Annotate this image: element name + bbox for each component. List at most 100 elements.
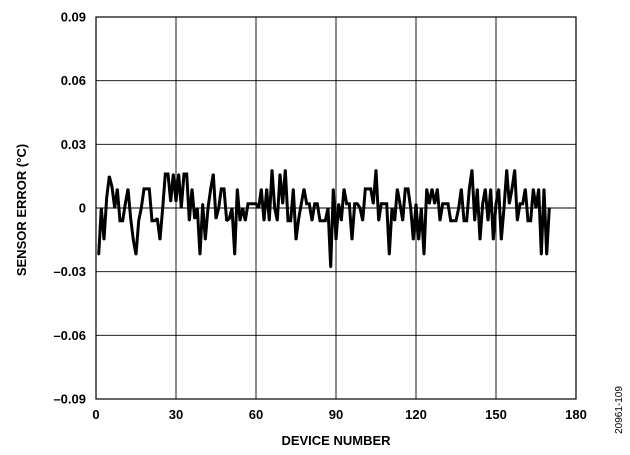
data-point [473, 219, 476, 222]
data-point [425, 188, 428, 190]
data-point [319, 219, 321, 222]
y-tick-label: –0.03 [53, 264, 86, 279]
data-point [193, 217, 196, 220]
data-point [327, 207, 329, 209]
data-point [447, 203, 449, 205]
data-point [284, 169, 287, 171]
data-point [393, 219, 396, 222]
data-point [225, 219, 228, 222]
data-point [487, 219, 489, 222]
data-point [175, 200, 177, 203]
data-point [169, 200, 172, 203]
data-point [519, 203, 521, 205]
x-tick-labels: 0 30 60 90 120 150 180 [92, 407, 586, 422]
figure-id: 20961-109 [614, 386, 625, 434]
data-point [305, 203, 308, 205]
data-point [121, 219, 124, 222]
series-line-0 [97, 169, 551, 268]
data-point [172, 173, 175, 175]
data-point [313, 203, 316, 205]
data-point [489, 188, 492, 190]
data-point [180, 207, 183, 209]
data-point [457, 207, 460, 209]
y-tick-label: –0.06 [53, 328, 86, 343]
data-point [377, 219, 380, 222]
data-point [233, 253, 236, 256]
data-point [383, 203, 385, 205]
data-point [236, 188, 239, 190]
data-point [281, 203, 284, 205]
data-point [220, 188, 223, 190]
data-point [527, 219, 529, 222]
data-point [441, 203, 444, 205]
data-point [353, 203, 356, 205]
data-point [297, 217, 300, 220]
data-point [279, 173, 281, 175]
data-point [124, 203, 127, 205]
data-point [356, 203, 359, 205]
data-point [463, 219, 465, 222]
data-point [492, 239, 495, 241]
data-point [295, 239, 297, 241]
data-point [375, 169, 377, 171]
data-point [97, 253, 100, 256]
data-point [367, 188, 369, 190]
data-point [535, 207, 537, 209]
data-point [455, 219, 457, 222]
data-point [188, 219, 191, 222]
x-tick-label: 0 [92, 407, 99, 422]
data-point [185, 173, 188, 175]
data-point [260, 188, 263, 190]
data-point [484, 188, 487, 190]
y-tick-labels: 0.09 0.06 0.03 0 –0.03 –0.06 –0.09 [53, 10, 86, 407]
data-point [524, 188, 527, 190]
data-point [143, 188, 145, 190]
data-point [348, 203, 351, 205]
data-point [113, 207, 116, 209]
data-point [289, 219, 292, 222]
data-point [100, 207, 103, 209]
data-point [433, 203, 436, 205]
data-point [127, 188, 129, 190]
y-axis-title: SENSOR ERROR (°C) [14, 144, 29, 276]
data-point [156, 217, 159, 220]
data-point [332, 188, 335, 190]
data-point [271, 169, 273, 171]
data-point [247, 203, 249, 205]
data-point [369, 188, 372, 190]
y-tick-label: 0.03 [61, 137, 86, 152]
data-point [511, 188, 513, 190]
data-point [329, 266, 332, 269]
data-point [140, 207, 143, 209]
x-tick-label: 120 [405, 407, 427, 422]
x-axis-title: DEVICE NUMBER [281, 433, 391, 448]
data-point [399, 203, 401, 205]
data-point [396, 188, 399, 190]
data-point [361, 219, 364, 222]
data-point [311, 219, 313, 222]
data-point [449, 219, 452, 222]
data-point [345, 203, 348, 205]
data-point [268, 219, 271, 222]
data-point [548, 207, 551, 209]
data-point [460, 188, 463, 190]
data-point [116, 188, 119, 190]
x-tick-label: 180 [565, 407, 587, 422]
data-point [380, 203, 383, 205]
data-point [119, 219, 121, 222]
data-point [465, 219, 468, 222]
data-point [471, 169, 473, 171]
data-point [321, 219, 324, 222]
data-point [343, 188, 345, 190]
data-point [316, 203, 319, 205]
data-point [252, 203, 255, 205]
data-point [359, 207, 361, 209]
data-point [417, 239, 420, 241]
data-point [164, 173, 167, 175]
data-point [412, 239, 415, 241]
x-tick-label: 90 [329, 407, 343, 422]
series-layer [97, 169, 551, 269]
data-point [215, 217, 217, 220]
data-point [223, 188, 225, 190]
plot-frame [95, 16, 577, 400]
